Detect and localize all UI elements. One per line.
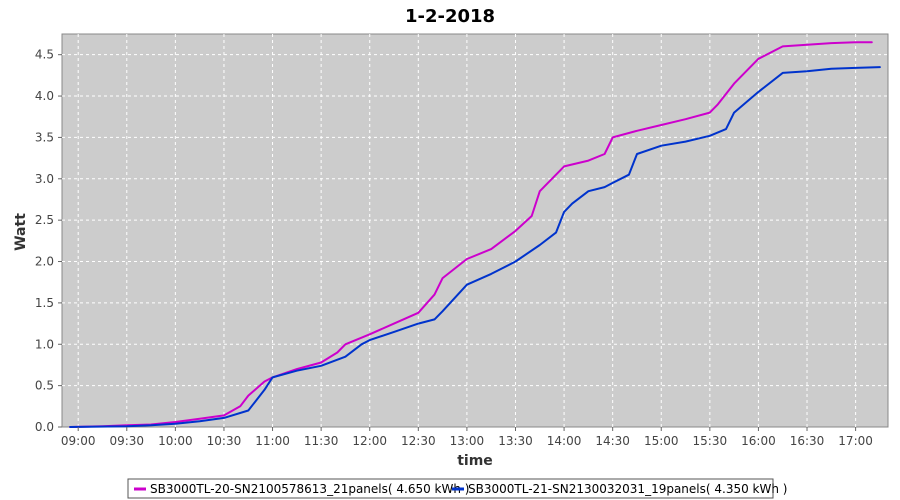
series-line-1	[69, 41, 873, 428]
x-tick-label: 17:00	[838, 434, 873, 448]
y-tick-label: 1.5	[35, 296, 54, 310]
x-tick-label: 11:30	[304, 434, 339, 448]
x-tick-label: 15:30	[693, 434, 728, 448]
x-tick-label: 11:00	[255, 434, 290, 448]
x-tick-label: 10:30	[207, 434, 242, 448]
x-tick-label: 16:30	[790, 434, 825, 448]
legend-box	[127, 478, 774, 499]
y-tick-label: 4.0	[35, 89, 54, 103]
legend-label-1: SB3000TL-20-SN2100578613_21panels( 4.650…	[150, 482, 469, 496]
plot-background	[61, 33, 889, 428]
chart-title: 1-2-2018	[405, 6, 495, 27]
legend: SB3000TL-20-SN2100578613_21panels( 4.650…	[127, 478, 787, 499]
series-line-2	[69, 66, 881, 428]
x-tick-label: 12:00	[352, 434, 387, 448]
y-tick-label: 3.5	[35, 130, 54, 144]
y-tick-label: 0.5	[35, 379, 54, 393]
y-tick-label: 0.0	[35, 420, 54, 434]
legend-label-2: SB3000TL-21-SN2130032031_19panels( 4.350…	[468, 482, 787, 496]
x-tick-label: 14:00	[547, 434, 582, 448]
y-tick-label: 3.0	[35, 172, 54, 186]
x-axis-title: time	[457, 453, 493, 469]
y-axis-title: Watt	[13, 213, 29, 251]
x-tick-label: 16:00	[741, 434, 776, 448]
y-tick-label: 2.0	[35, 255, 54, 269]
y-tick-label: 4.5	[35, 48, 54, 62]
y-tick-label: 1.0	[35, 337, 54, 351]
x-tick-label: 09:30	[109, 434, 144, 448]
x-tick-label: 15:00	[644, 434, 679, 448]
x-tick-label: 12:30	[401, 434, 436, 448]
x-tick-label: 13:30	[498, 434, 533, 448]
series-group	[69, 41, 881, 428]
x-tick-label: 10:00	[158, 434, 193, 448]
y-tick-label: 2.5	[35, 213, 54, 227]
x-tick-label: 09:00	[61, 434, 96, 448]
axes: 09:00 09:30 10:00 10:30 11:00 11:30 12:00 12:30…	[35, 48, 873, 448]
x-tick-label: 14:30	[595, 434, 630, 448]
x-tick-label: 13:00	[450, 434, 485, 448]
